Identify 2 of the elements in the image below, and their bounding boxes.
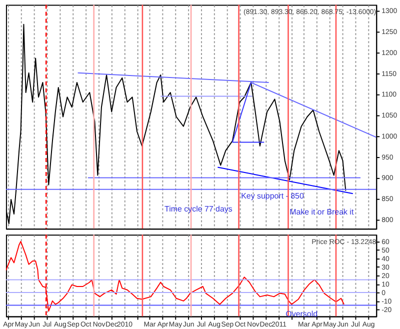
ref-line-label: Key support - 850 [241, 191, 304, 200]
annotation: Time cycle 77 days [164, 204, 232, 214]
